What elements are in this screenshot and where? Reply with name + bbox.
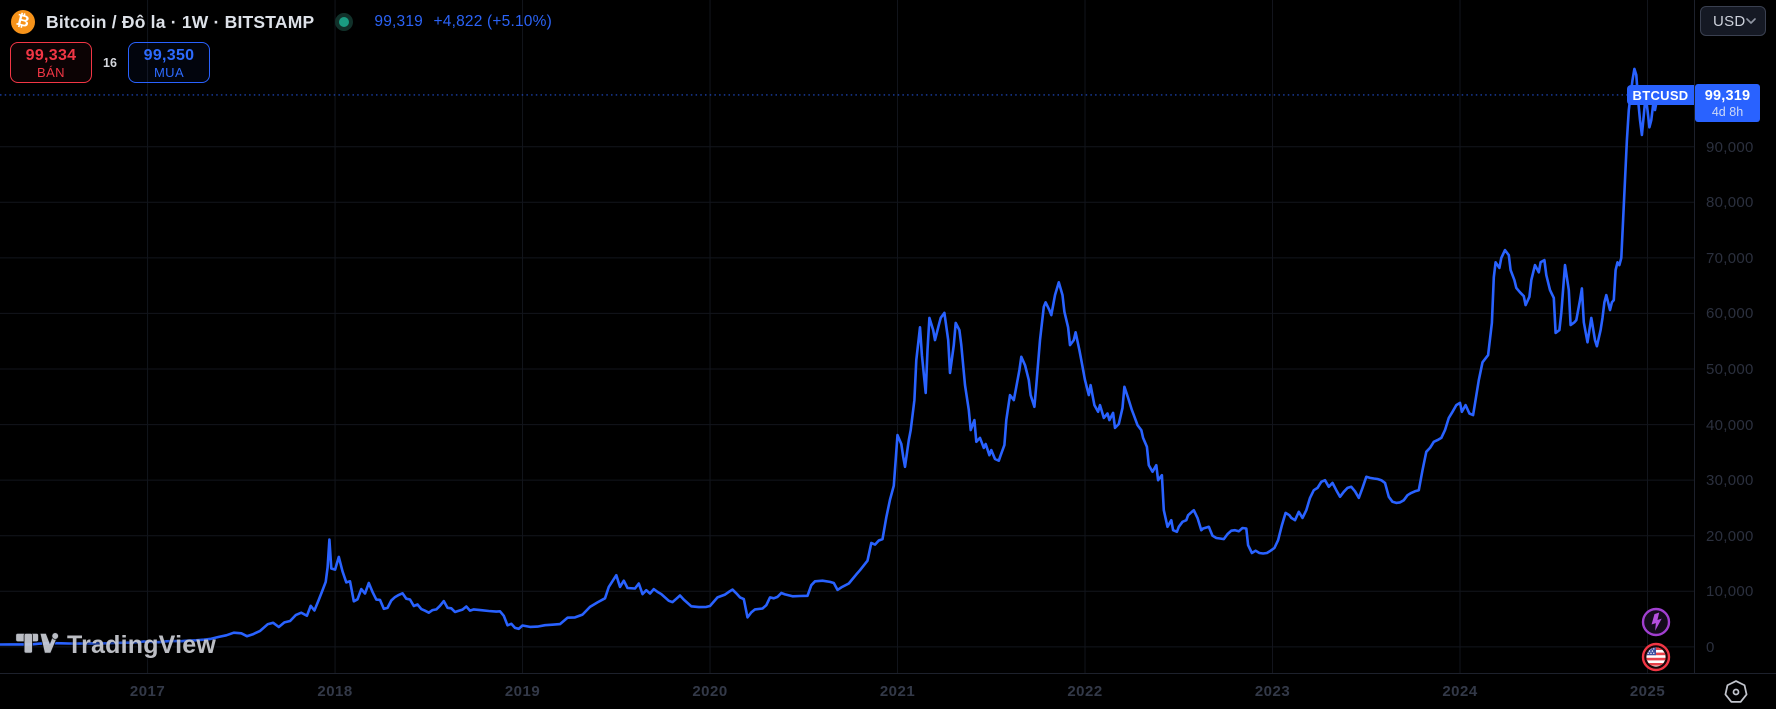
year-tick-label: 2018 bbox=[317, 683, 353, 700]
sell-button[interactable]: 99,334 BÁN bbox=[10, 42, 92, 83]
buy-label: MUA bbox=[153, 64, 185, 80]
price-tick-label: 90,000 bbox=[1706, 138, 1754, 156]
boost-button[interactable] bbox=[1641, 607, 1671, 637]
symbol-flag-label: BTCUSD bbox=[1627, 85, 1694, 106]
symbol-title[interactable]: Bitcoin / Đô la · 1W · BITSTAMP bbox=[46, 11, 315, 32]
time-axis[interactable]: 2017 2018 2019 2020 2021 2022 2023 2024 2025 bbox=[0, 673, 1776, 709]
bar-countdown: 4d 8h bbox=[1711, 104, 1744, 119]
spread-value: 16 bbox=[103, 55, 117, 70]
year-tick-label: 2017 bbox=[129, 683, 166, 700]
buy-price: 99,350 bbox=[143, 46, 195, 64]
us-flag-icon bbox=[1646, 647, 1666, 667]
us-market-button[interactable] bbox=[1641, 642, 1671, 672]
current-price-value: 99,319 bbox=[1704, 87, 1751, 104]
price-tick-label: 70,000 bbox=[1706, 249, 1754, 267]
sell-label: BÁN bbox=[37, 64, 65, 80]
buy-button[interactable]: 99,350 MUA bbox=[128, 42, 210, 83]
price-tick-label: 20,000 bbox=[1706, 527, 1754, 545]
price-tick-label: 50,000 bbox=[1706, 361, 1754, 378]
sell-price: 99,334 bbox=[25, 46, 77, 64]
currency-value: USD bbox=[1713, 12, 1746, 30]
currency-dropdown[interactable]: USD bbox=[1700, 6, 1766, 36]
year-tick-label: 2022 bbox=[1067, 683, 1103, 700]
year-tick-label: 2024 bbox=[1442, 683, 1478, 700]
lightning-icon bbox=[1651, 612, 1662, 631]
year-tick-label: 2020 bbox=[692, 683, 728, 700]
price-tick-label: 0 bbox=[1706, 638, 1715, 656]
price-tick-label: 80,000 bbox=[1706, 194, 1754, 212]
year-tick-label: 2025 bbox=[1629, 683, 1666, 700]
year-tick-label: 2021 bbox=[879, 683, 916, 700]
chevron-down-icon bbox=[1746, 18, 1756, 24]
symbol-header: ₿ Bitcoin / Đô la · 1W · BITSTAMP 99,319… bbox=[11, 10, 552, 34]
year-tick-label: 2019 bbox=[504, 683, 541, 700]
year-tick-label: 2023 bbox=[1254, 683, 1291, 700]
price-tick-label: 40,000 bbox=[1706, 416, 1754, 434]
price-tick-label: 30,000 bbox=[1706, 472, 1754, 490]
tradingview-logo-text: TradingView bbox=[67, 631, 217, 659]
tradingview-logo-icon bbox=[15, 632, 59, 654]
price-change: +4,822 (+5.10%) bbox=[433, 13, 552, 30]
market-status-icon bbox=[335, 13, 354, 31]
order-panel: 99,334 BÁN 16 99,350 MUA bbox=[10, 42, 210, 83]
current-price-label: 99,319 4d 8h bbox=[1695, 84, 1760, 123]
tradingview-logo[interactable]: TradingView bbox=[15, 631, 216, 660]
price-chart[interactable] bbox=[0, 0, 1694, 673]
heptagon-settings-icon[interactable] bbox=[1724, 680, 1748, 704]
price-tick-label: 10,000 bbox=[1706, 583, 1754, 601]
quote-readout: 99,319 +4,822 (+5.10%) bbox=[374, 13, 552, 31]
last-price: 99,319 bbox=[374, 13, 423, 30]
price-axis[interactable]: 0 10,000 20,000 30,000 40,000 50,000 60,000 70,… bbox=[1694, 0, 1776, 673]
price-tick-label: 60,000 bbox=[1706, 305, 1754, 323]
bitcoin-icon: ₿ bbox=[11, 10, 35, 34]
